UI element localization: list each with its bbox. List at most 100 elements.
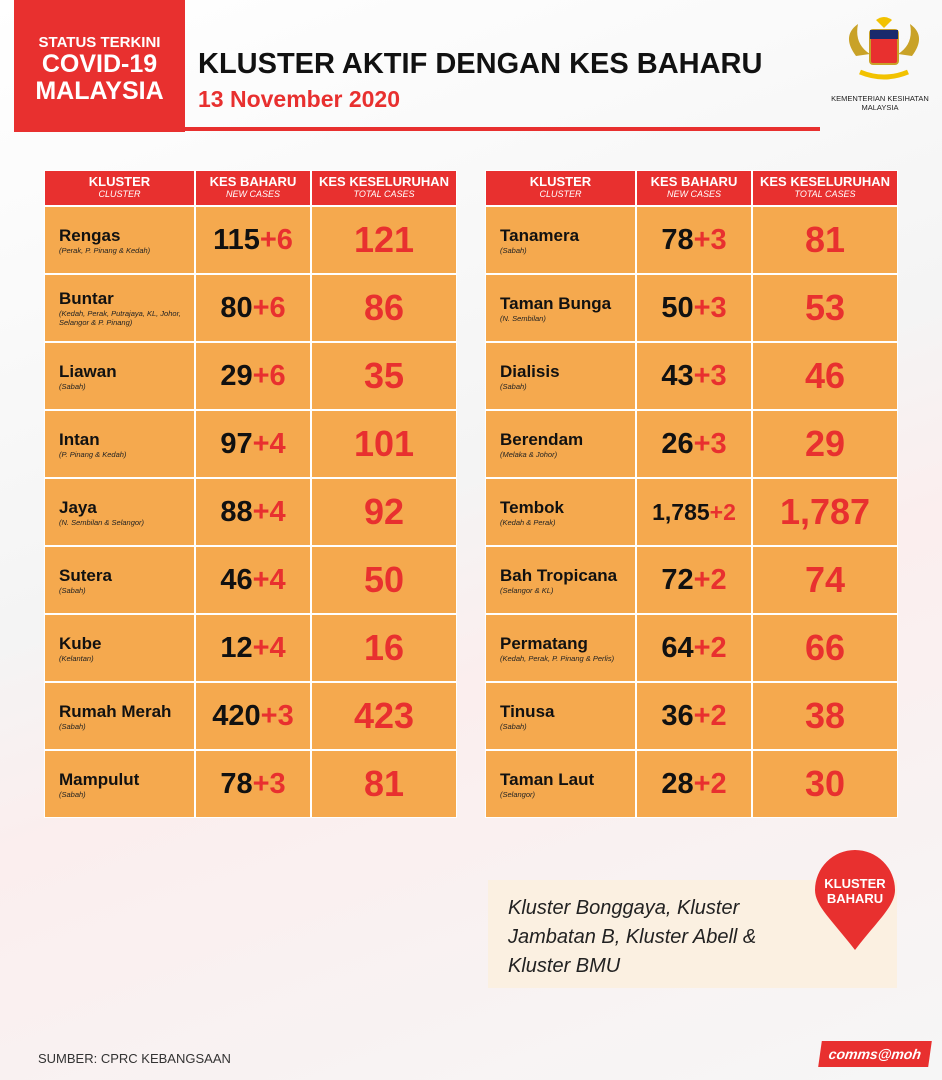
new-cases: +4 [252,427,286,460]
existing-cases: 88 [220,495,253,528]
new-cases-cell: 64 +2 [636,614,752,682]
column-header: KLUSTER CLUSTER [485,170,636,206]
total-cases: 101 [311,410,457,478]
total-cases: 81 [311,750,457,818]
cluster-location: (Selangor & KL) [500,585,554,595]
new-cases-cell: 28 +2 [636,750,752,818]
column-subtitle: NEW CASES [225,189,280,199]
new-cases: +2 [693,767,727,800]
existing-cases: 420 [212,699,261,732]
new-cases: +4 [252,563,286,596]
existing-cases: 26 [661,427,694,460]
pin-line: BAHARU [826,891,884,906]
cluster-cell: Tembok (Kedah & Perak) [485,478,636,546]
cluster-cell: Mampulut (Sabah) [44,750,195,818]
total-cases: 74 [752,546,898,614]
new-cases-cell: 72 +2 [636,546,752,614]
source: SUMBER: CPRC KEBANGSAAN [38,1051,231,1066]
pin-label: KLUSTER BAHARU [812,876,898,906]
column-header: KLUSTER CLUSTER [44,170,195,206]
cluster-location: (Sabah) [500,381,527,391]
existing-cases: 36 [661,699,694,732]
cluster-location: (N. Sembilan) [500,313,546,323]
cluster-cell: Kube (Kelantan) [44,614,195,682]
cluster-cell: Bah Tropicana (Selangor & KL) [485,546,636,614]
cluster-location: (Sabah) [500,721,527,731]
cluster-cell: Buntar (Kedah, Perak, Putrajaya, KL, Joho… [44,274,195,342]
cluster-name: Kube [59,633,102,653]
new-cases: +3 [693,291,727,324]
badge-line: COVID-19 [41,50,158,78]
new-cases-cell: 78 +3 [636,206,752,274]
column-title: KLUSTER [529,174,592,189]
brand: comms@moh [818,1041,932,1067]
cluster-location: (Selangor) [500,789,536,799]
cluster-cell: Intan (P. Pinang & Kedah) [44,410,195,478]
total-cases: 16 [311,614,457,682]
ministry-line: KEMENTERIAN KESIHATAN [831,94,929,103]
existing-cases: 97 [220,427,253,460]
new-cases: +2 [693,631,727,664]
status-badge: STATUS TERKINI COVID-19 MALAYSIA [14,0,185,132]
cluster-location: (Sabah) [500,245,527,255]
ministry-logo [848,17,920,80]
column-title: KLUSTER [88,174,151,189]
cluster-location: (Sabah) [59,381,86,391]
column-header: KES KESELURUHAN TOTAL CASES [311,170,457,206]
column-subtitle: TOTAL CASES [794,189,856,199]
new-cases: +3 [260,699,294,732]
cluster-name: Tembok [500,497,564,517]
total-cases: 35 [311,342,457,410]
existing-cases: 80 [220,291,253,324]
column-header: KES BAHARU NEW CASES [636,170,752,206]
column-subtitle: TOTAL CASES [353,189,415,199]
new-cases: +3 [693,223,727,256]
new-cases: +2 [693,699,727,732]
existing-cases: 43 [661,359,694,392]
column-title: KES KESELURUHAN [318,174,449,189]
existing-cases: 28 [661,767,694,800]
new-cases-cell: 1,785 +2 [636,478,752,546]
existing-cases: 78 [220,767,253,800]
cluster-location: (Melaka & Johor) [500,449,558,459]
total-cases: 53 [752,274,898,342]
existing-cases: 64 [661,631,694,664]
cluster-cell: Rumah Merah (Sabah) [44,682,195,750]
new-cases-cell: 115 +6 [195,206,311,274]
cluster-name: Rumah Merah [59,701,172,721]
existing-cases: 78 [661,223,694,256]
new-cases: +3 [693,427,727,460]
cluster-location: (Kedah, Perak, P. Pinang & Perlis) [500,653,615,663]
new-cases-cell: 80 +6 [195,274,311,342]
new-cases-cell: 88 +4 [195,478,311,546]
cluster-name: Berendam [500,429,584,449]
cluster-location: (N. Sembilan & Selangor) [59,517,145,527]
total-cases: 29 [752,410,898,478]
ministry: KEMENTERIAN KESIHATAN MALAYSIA [820,94,940,112]
cluster-name: Taman Bunga [500,293,612,313]
cluster-name: Permatang [500,633,588,653]
badge-line: STATUS TERKINI [38,34,161,51]
cluster-name: Tanamera [500,225,580,245]
cluster-name: Taman Laut [500,769,595,789]
cluster-table: KLUSTER CLUSTER KES BAHARU NEW CASES KES KES… [44,170,457,818]
column-title: KES BAHARU [209,174,297,189]
cluster-cell: Taman Bunga (N. Sembilan) [485,274,636,342]
cluster-location: (P. Pinang & Kedah) [59,449,127,459]
new-cases: +4 [252,495,286,528]
cluster-name: Mampulut [59,769,140,789]
existing-cases: 1,785 [652,498,710,525]
ministry-line: MALAYSIA [861,103,899,112]
total-cases: 1,787 [752,478,898,546]
cluster-location: (Kedah & Perak) [500,517,556,527]
existing-cases: 115 [213,223,260,256]
cluster-cell: Berendam (Melaka & Johor) [485,410,636,478]
column-header: KES KESELURUHAN TOTAL CASES [752,170,898,206]
new-cases: +3 [693,359,727,392]
cluster-name: Buntar [59,289,114,308]
new-cases: +3 [252,767,286,800]
cluster-name: Intan [59,429,100,449]
cluster-cell: Permatang (Kedah, Perak, P. Pinang & Perl… [485,614,636,682]
new-cases-cell: 36 +2 [636,682,752,750]
